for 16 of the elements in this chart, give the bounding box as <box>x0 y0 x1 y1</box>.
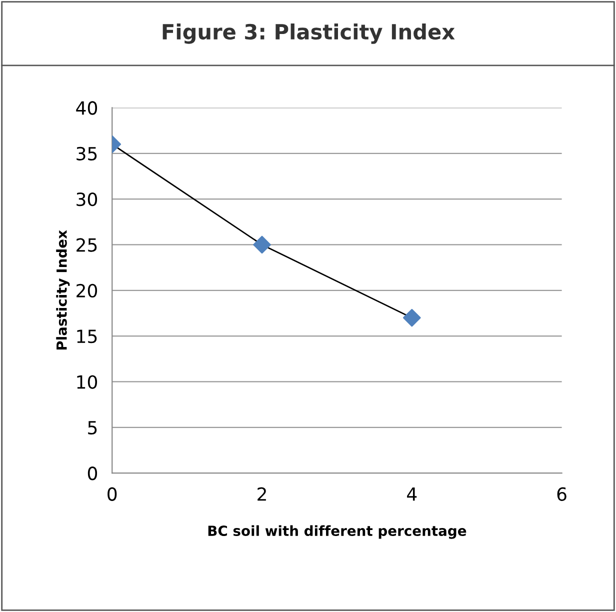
x-tick-label: 4 <box>407 488 417 501</box>
x-axis-title: BC soil with different percentage <box>208 525 466 539</box>
y-tick-label: 10 <box>77 375 98 389</box>
x-tick-label: 6 <box>557 487 566 501</box>
y-tick-label: 20 <box>76 284 98 298</box>
x-tick-label: 0 <box>108 487 117 501</box>
y-tick-label: 35 <box>76 146 97 160</box>
y-tick-label: 0 <box>88 466 98 480</box>
y-tick-label: 25 <box>76 238 97 252</box>
y-axis-title: Plasticity Index <box>56 230 70 350</box>
y-tick-label: 5 <box>88 421 97 435</box>
y-tick-label: 30 <box>76 192 98 206</box>
y-tick-label: 40 <box>76 101 98 115</box>
chart-title: Figure 3: Plasticity Index <box>162 23 455 44</box>
y-tick-label: 15 <box>77 330 97 344</box>
x-tick-label: 2 <box>258 487 266 501</box>
